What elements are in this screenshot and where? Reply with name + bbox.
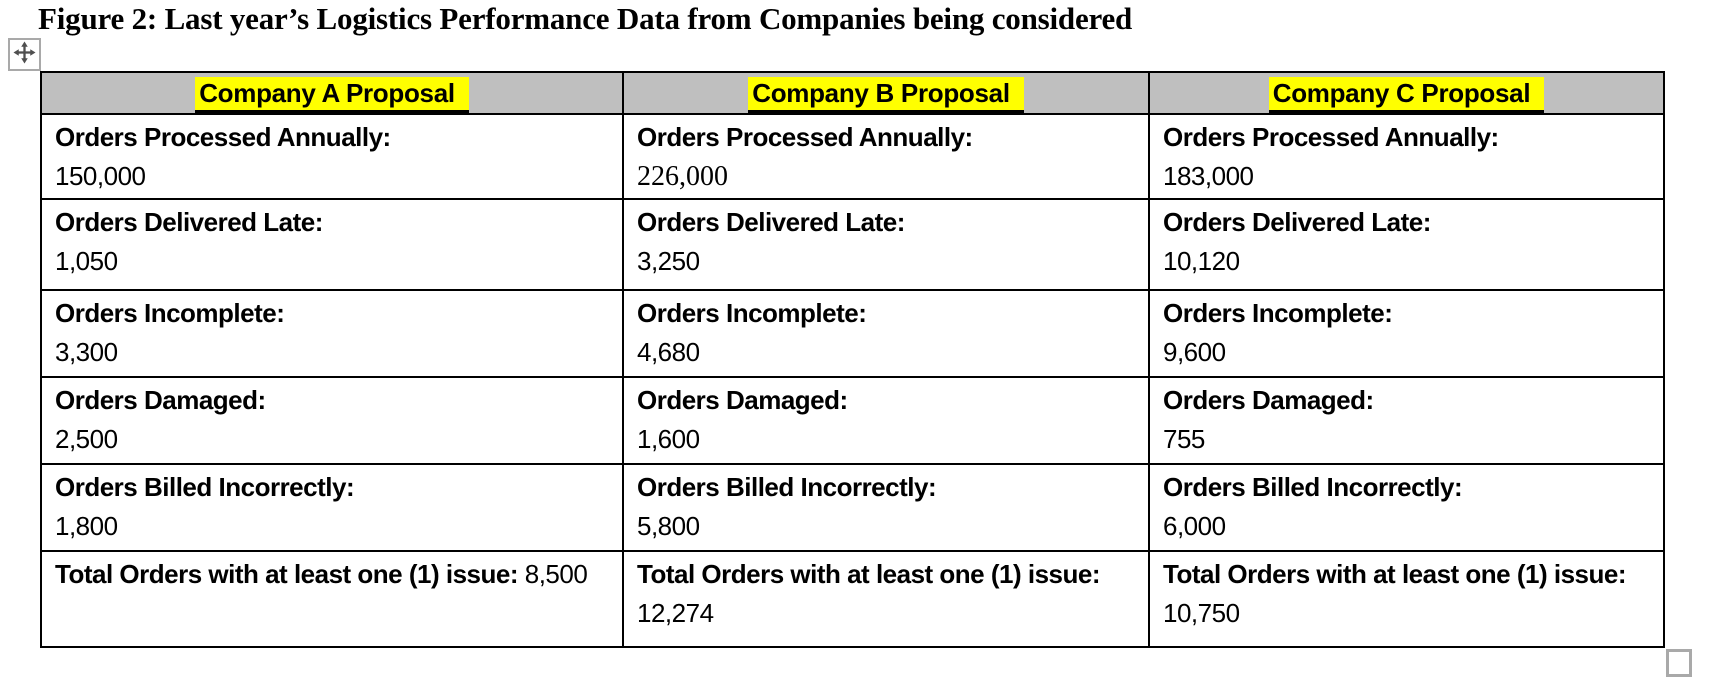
header-company-b[interactable]: Company B Proposal [622, 71, 1150, 115]
table-row: Orders Delivered Late: 1,050 Orders Deli… [40, 198, 1665, 291]
cell-label: Orders Damaged: [1163, 385, 1374, 415]
cell-value: 5,800 [637, 511, 700, 541]
cell-damaged-b[interactable]: Orders Damaged: 1,600 [622, 376, 1150, 465]
cell-label: Orders Processed Annually: [55, 122, 391, 152]
header-company-a[interactable]: Company A Proposal [40, 71, 624, 115]
cell-label: Orders Damaged: [55, 385, 266, 415]
cell-label: Orders Processed Annually: [637, 122, 973, 152]
cell-label: Total Orders with at least one (1) issue… [637, 559, 1101, 589]
cell-incomplete-a[interactable]: Orders Incomplete: 3,300 [40, 289, 624, 378]
cell-label: Orders Incomplete: [1163, 298, 1393, 328]
cell-label: Orders Billed Incorrectly: [637, 472, 937, 502]
cell-delivered-late-a[interactable]: Orders Delivered Late: 1,050 [40, 198, 624, 291]
cell-label: Orders Billed Incorrectly: [1163, 472, 1463, 502]
table-row: Orders Processed Annually: 150,000 Order… [40, 113, 1665, 200]
cell-value: 12,274 [637, 598, 714, 628]
header-company-b-label: Company B Proposal [748, 77, 1024, 113]
cell-total-issues-a[interactable]: Total Orders with at least one (1) issue… [40, 550, 624, 648]
cell-total-issues-b[interactable]: Total Orders with at least one (1) issue… [622, 550, 1150, 648]
cell-orders-processed-b[interactable]: Orders Processed Annually: 226,000 [622, 113, 1150, 200]
cell-label: Total Orders with at least one (1) issue… [1163, 559, 1627, 589]
cell-label: Orders Processed Annually: [1163, 122, 1499, 152]
header-company-c[interactable]: Company C Proposal [1148, 71, 1665, 115]
cell-label: Orders Damaged: [637, 385, 848, 415]
cell-label: Orders Delivered Late: [1163, 207, 1431, 237]
cell-value: 1,600 [637, 424, 700, 454]
cell-orders-processed-c[interactable]: Orders Processed Annually: 183,000 [1148, 113, 1665, 200]
cell-billed-incorrectly-b[interactable]: Orders Billed Incorrectly: 5,800 [622, 463, 1150, 552]
cell-value: 10,750 [1163, 598, 1240, 628]
header-company-a-label: Company A Proposal [195, 77, 469, 113]
table-row: Orders Damaged: 2,500 Orders Damaged: 1,… [40, 376, 1665, 465]
figure-caption[interactable]: Figure 2: Last year’s Logistics Performa… [38, 1, 1133, 36]
cell-value: 150,000 [55, 161, 146, 191]
cell-label: Orders Delivered Late: [55, 207, 323, 237]
cell-label: Total Orders with at least one (1) issue… [55, 559, 519, 589]
cell-label: Orders Billed Incorrectly: [55, 472, 355, 502]
cell-value: 9,600 [1163, 337, 1226, 367]
cell-value: 3,250 [637, 246, 700, 276]
cell-value: 226,000 [637, 161, 728, 192]
cell-value: 2,500 [55, 424, 118, 454]
cell-damaged-a[interactable]: Orders Damaged: 2,500 [40, 376, 624, 465]
move-cross-icon [13, 40, 36, 69]
cell-total-issues-c[interactable]: Total Orders with at least one (1) issue… [1148, 550, 1665, 648]
logistics-performance-table: Company A Proposal Company B Proposal Co… [40, 71, 1665, 648]
cell-value: 1,800 [55, 511, 118, 541]
cell-orders-processed-a[interactable]: Orders Processed Annually: 150,000 [40, 113, 624, 200]
cell-delivered-late-b[interactable]: Orders Delivered Late: 3,250 [622, 198, 1150, 291]
cell-incomplete-b[interactable]: Orders Incomplete: 4,680 [622, 289, 1150, 378]
cell-billed-incorrectly-a[interactable]: Orders Billed Incorrectly: 1,800 [40, 463, 624, 552]
cell-value: 1,050 [55, 246, 118, 276]
table-row: Total Orders with at least one (1) issue… [40, 550, 1665, 648]
cell-value: 10,120 [1163, 246, 1240, 276]
cell-incomplete-c[interactable]: Orders Incomplete: 9,600 [1148, 289, 1665, 378]
cell-value: 4,680 [637, 337, 700, 367]
header-company-c-label: Company C Proposal [1268, 77, 1545, 113]
cell-billed-incorrectly-c[interactable]: Orders Billed Incorrectly: 6,000 [1148, 463, 1665, 552]
cell-label: Orders Incomplete: [637, 298, 867, 328]
table-row: Orders Billed Incorrectly: 1,800 Orders … [40, 463, 1665, 552]
cell-label: Orders Incomplete: [55, 298, 285, 328]
cell-value: 183,000 [1163, 161, 1254, 191]
cell-value: 6,000 [1163, 511, 1226, 541]
table-row: Orders Incomplete: 3,300 Orders Incomple… [40, 289, 1665, 378]
cell-delivered-late-c[interactable]: Orders Delivered Late: 10,120 [1148, 198, 1665, 291]
table-resize-handle[interactable] [1666, 649, 1692, 677]
table-move-handle[interactable] [8, 38, 41, 71]
cell-value: 755 [1163, 424, 1205, 454]
cell-value: 8,500 [524, 559, 588, 589]
cell-damaged-c[interactable]: Orders Damaged: 755 [1148, 376, 1665, 465]
cell-value: 3,300 [55, 337, 118, 367]
table-header-row: Company A Proposal Company B Proposal Co… [40, 71, 1665, 115]
cell-label: Orders Delivered Late: [637, 207, 905, 237]
